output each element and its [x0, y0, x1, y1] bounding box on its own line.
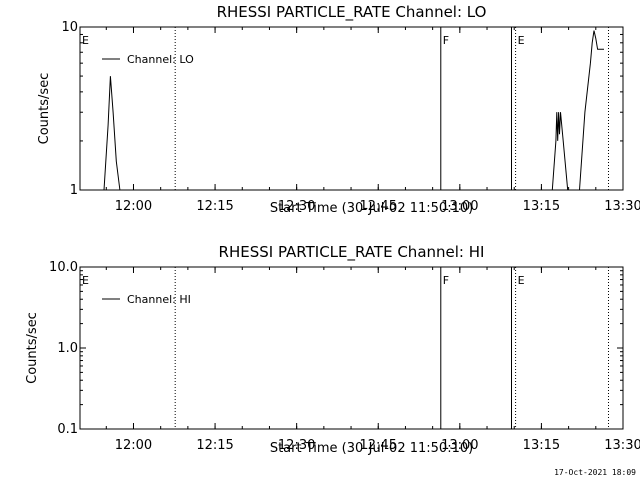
event-marker-label: F — [443, 274, 449, 287]
x-tick-label: 13:00 — [441, 199, 478, 214]
x-tick-label: 12:30 — [278, 199, 315, 214]
x-tick-label: 12:15 — [196, 199, 233, 214]
x-tick-label: 13:15 — [523, 199, 560, 214]
x-tick-label: 13:00 — [441, 438, 478, 453]
legend-label: Channel: LO — [127, 53, 194, 66]
x-tick-label: 12:00 — [115, 438, 152, 453]
x-tick-label: 13:30 — [604, 199, 640, 214]
event-marker-label: E — [518, 34, 525, 47]
chart-panel-lo: RHESSI PARTICLE_RATE Channel: LO 12:00 12:… — [37, 3, 640, 216]
event-marker-label: E — [82, 274, 89, 287]
x-axis-label: Start Time (30-Jul-02 11:50:10) — [270, 441, 473, 456]
chart-title: RHESSI PARTICLE_RATE Channel: LO — [217, 3, 487, 22]
series-line — [551, 30, 604, 191]
x-axis-label: Start Time (30-Jul-02 11:50:10) — [270, 201, 473, 216]
x-tick-label: 12:45 — [360, 438, 397, 453]
x-tick-label: 12:45 — [360, 199, 397, 214]
x-tick-label: 13:15 — [523, 438, 560, 453]
x-tick-label: 12:30 — [278, 438, 315, 453]
y-axis-label: Counts/sec — [25, 312, 40, 384]
legend-label: Channel: HI — [127, 293, 191, 306]
plot-timestamp: 17-Oct-2021 18:09 — [554, 468, 636, 477]
x-tick-label: 13:30 — [604, 438, 640, 453]
y-tick-label: 1.0 — [57, 341, 78, 356]
event-marker-label: E — [518, 274, 525, 287]
y-tick-label: 0.1 — [57, 422, 78, 437]
chart-title: RHESSI PARTICLE_RATE Channel: HI — [219, 243, 485, 262]
y-axis-label: Counts/sec — [37, 73, 52, 145]
y-tick-label: 10 — [61, 20, 78, 35]
y-tick-label: 10.0 — [49, 260, 78, 275]
chart-panel-hi: RHESSI PARTICLE_RATE Channel: HI 12:00 12:… — [25, 243, 640, 456]
plot-frame — [79, 26, 624, 191]
x-tick-label: 12:15 — [196, 438, 233, 453]
plot-frame — [79, 266, 624, 430]
event-marker-label: E — [82, 34, 89, 47]
y-tick-label: 1 — [70, 183, 78, 198]
x-tick-label: 12:00 — [115, 199, 152, 214]
series-line — [103, 76, 121, 191]
event-marker-label: F — [443, 34, 449, 47]
